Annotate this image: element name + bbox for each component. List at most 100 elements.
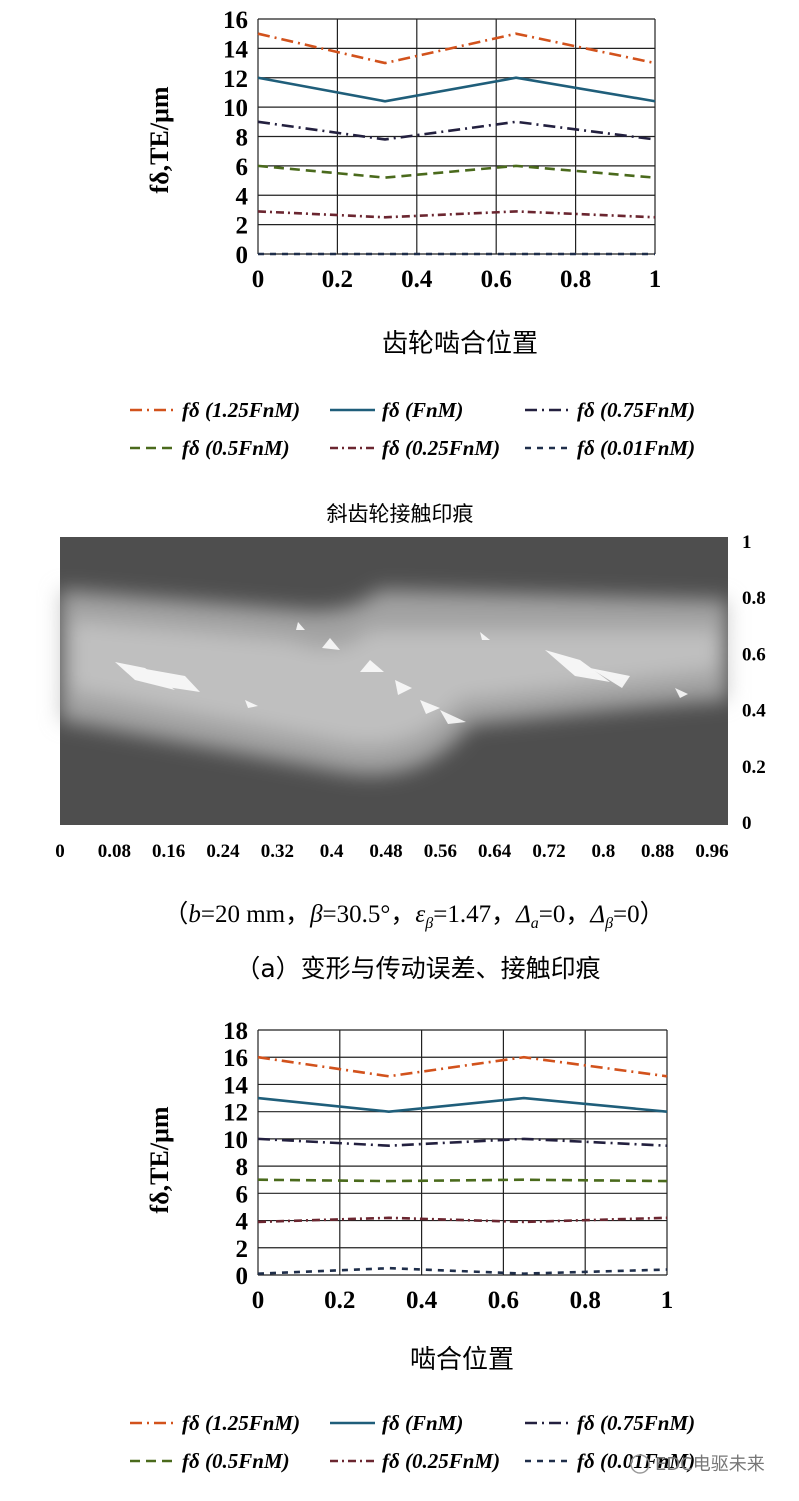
x-tick-label: 0.96 [695,841,728,862]
y-tick-label: 12 [223,1100,248,1127]
x-tick-label: 0 [252,266,265,293]
series-line [257,32,656,65]
legend-label: fδ (0.5FnM) [182,1449,290,1473]
x-tick-label: 0.32 [261,841,294,862]
x-tick-label: 0.4 [320,841,344,862]
y-tick-label: 16 [223,7,248,34]
legend-label: fδ (0.5FnM) [182,436,290,460]
x-tick-label: 0.16 [152,841,185,862]
x-tick-label: 0.8 [570,1287,601,1314]
legend-label: fδ (0.01FnM) [577,436,695,460]
y-tick-label: 0.4 [742,701,766,722]
y-tick-label: 12 [223,66,248,93]
series-line [257,1096,668,1113]
x-tick-label: 0.56 [424,841,457,862]
y-tick-label: 0 [236,1263,249,1290]
legend-label: fδ (1.25FnM) [182,398,300,422]
x-tick-label: 0.4 [406,1287,438,1314]
watermark-text: EDC电驱未来 [655,1454,765,1475]
contact-speckles [115,622,688,724]
chart-1-x-axis-label: 齿轮啮合位置 [382,329,538,359]
legend-label: fδ (FnM) [382,1411,463,1435]
legend-label: fδ (0.25FnM) [382,436,500,460]
contact-band [60,590,728,775]
watermark: EDC电驱未来 [630,1454,765,1475]
legend-label: fδ (0.75FnM) [577,1411,695,1435]
chart-2-series [257,1055,668,1275]
chart-2-x-ticks: 0 0.2 0.4 0.6 0.8 1 [252,1287,674,1314]
series-line [257,1055,668,1078]
x-tick-label: 0.2 [324,1287,355,1314]
x-tick-label: 1 [649,266,662,293]
watermark-logo-icon [630,1454,650,1474]
y-tick-label: 2 [236,1236,249,1263]
x-tick-label: 0.88 [641,841,674,862]
series-line [257,1216,668,1224]
chart-1-legend: fδ (1.25FnM) fδ (FnM) fδ (0.75FnM) fδ (0.5F… [130,398,695,460]
legend-label: fδ (FnM) [382,398,463,422]
x-tick-label: 0.4 [401,266,433,293]
x-tick-label: 0 [55,841,65,862]
x-tick-label: 0.48 [369,841,402,862]
series-line [257,1266,668,1275]
subfigure-caption: （a）变形与传动误差、接触印痕 [235,954,600,983]
series-line [257,164,656,179]
y-tick-label: 4 [236,183,249,210]
y-tick-label: 0 [742,813,752,834]
x-tick-label: 0.08 [98,841,131,862]
y-tick-label: 18 [223,1018,248,1045]
series-line [257,76,656,103]
chart-1-x-ticks: 0 0.2 0.4 0.6 0.8 1 [252,266,662,293]
chart-1-series [257,32,656,256]
chart-2-x-axis-label: 啮合位置 [410,1345,514,1375]
legend-label: fδ (0.25FnM) [382,1449,500,1473]
x-tick-label: 0.8 [560,266,591,293]
y-tick-label: 1 [742,532,752,553]
chart-2-y-axis-label: fδ,TE/μm [145,1106,174,1213]
y-tick-label: 4 [236,1209,249,1236]
legend-label: fδ (0.75FnM) [577,398,695,422]
y-tick-label: 8 [236,125,249,152]
contact-pattern-chart: 斜齿轮接触印痕 0 0.08 0.16 0.24 0.32 0.4 0.48 0.56 0.64… [55,502,766,862]
y-tick-label: 10 [223,95,248,122]
legend-label: fδ (0.01FnM) [577,1449,695,1473]
chart-2-grid [257,1029,668,1276]
y-tick-label: 14 [223,36,249,63]
chart-1-grid [257,18,656,255]
x-tick-label: 0.6 [481,266,512,293]
series-line [257,120,656,141]
y-tick-label: 10 [223,1127,248,1154]
contact-pattern-title: 斜齿轮接触印痕 [327,502,474,526]
y-tick-label: 2 [236,213,249,240]
x-tick-label: 0.64 [478,841,512,862]
chart-1-y-axis-label: fδ,TE/μm [145,86,174,193]
x-tick-label: 0.24 [206,841,240,862]
series-line [257,210,656,219]
legend-label: fδ (1.25FnM) [182,1411,300,1435]
y-tick-label: 6 [236,1181,249,1208]
contact-pattern-x-ticks: 0 0.08 0.16 0.24 0.32 0.4 0.48 0.56 0.64 0.72 0.8 0… [55,841,728,862]
series-line [257,1178,668,1183]
x-tick-label: 0.2 [322,266,353,293]
y-tick-label: 8 [236,1154,249,1181]
y-tick-label: 0.2 [742,757,766,778]
chart-2-legend: fδ (1.25FnM) fδ (FnM) fδ (0.75FnM) fδ (0.5F… [130,1411,695,1473]
x-tick-label: 0.6 [488,1287,519,1314]
x-tick-label: 0.72 [532,841,565,862]
parameter-caption: （b=20 mm，β=30.5°，εβ=1.47，Δa=0，Δβ=0） [163,900,664,932]
y-tick-label: 6 [236,154,249,181]
contact-pattern-y-ticks: 1 0.8 0.6 0.4 0.2 0 [742,532,766,834]
x-tick-label: 0 [252,1287,265,1314]
x-tick-label: 0.8 [591,841,615,862]
y-tick-label: 14 [223,1072,249,1099]
y-tick-label: 0 [236,242,249,269]
y-tick-label: 0.8 [742,588,766,609]
y-tick-label: 16 [223,1045,248,1072]
series-line [257,1137,668,1147]
y-tick-label: 0.6 [742,644,766,665]
